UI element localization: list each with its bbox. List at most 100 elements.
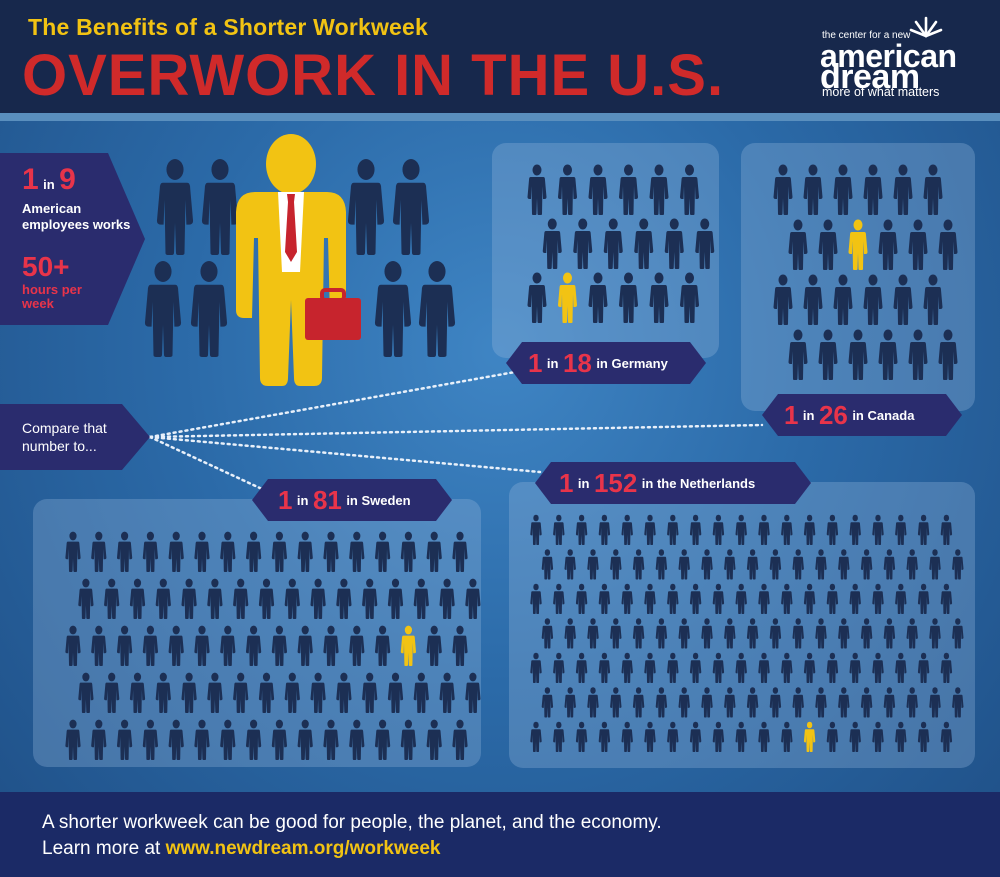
netherlands-person-67 bbox=[769, 618, 782, 649]
us-person-6 bbox=[374, 261, 412, 357]
sweden-person-30 bbox=[439, 578, 455, 619]
canada-person-4 bbox=[893, 164, 913, 215]
netherlands-person-8 bbox=[712, 514, 725, 545]
canada-number: 26 bbox=[818, 399, 848, 430]
us-stat-hours-number: 50+ bbox=[22, 251, 70, 282]
canada-person-8 bbox=[848, 219, 868, 270]
netherlands-person-32 bbox=[838, 549, 850, 580]
sweden-person-60 bbox=[387, 672, 404, 713]
netherlands-person-83 bbox=[689, 652, 702, 683]
sweden-person-74 bbox=[323, 719, 339, 760]
sweden-person-42 bbox=[323, 625, 339, 666]
netherlands-person-47 bbox=[735, 583, 747, 614]
netherlands-person-131 bbox=[917, 721, 930, 752]
netherlands-person-1 bbox=[553, 514, 565, 545]
netherlands-person-126 bbox=[803, 721, 816, 752]
netherlands-person-122 bbox=[712, 721, 725, 752]
netherlands-person-26 bbox=[701, 549, 713, 580]
germany-label: in Germany bbox=[596, 355, 668, 371]
netherlands-person-75 bbox=[952, 618, 964, 649]
us-person-1 bbox=[201, 159, 239, 255]
sweden-person-19 bbox=[155, 578, 171, 619]
footer-link[interactable]: www.newdream.org/workweek bbox=[165, 838, 441, 859]
netherlands-person-104 bbox=[746, 687, 759, 718]
germany-person-5 bbox=[680, 164, 699, 215]
sweden-person-67 bbox=[142, 719, 158, 760]
netherlands-person-105 bbox=[769, 687, 782, 718]
logo-top-line: the center for a new bbox=[822, 30, 911, 41]
sweden-person-79 bbox=[452, 719, 468, 760]
sweden-person-63 bbox=[465, 672, 481, 713]
netherlands-person-59 bbox=[587, 618, 599, 649]
canada-person-6 bbox=[788, 219, 808, 270]
netherlands-number: 152 bbox=[593, 467, 638, 498]
netherlands-person-121 bbox=[689, 721, 702, 752]
netherlands-person-45 bbox=[689, 583, 702, 614]
canada-person-2 bbox=[833, 164, 853, 215]
sweden-person-3 bbox=[142, 531, 158, 572]
sweden-person-72 bbox=[271, 719, 287, 760]
netherlands-person-109 bbox=[860, 687, 873, 718]
netherlands-person-38 bbox=[530, 583, 542, 614]
netherlands-person-27 bbox=[724, 549, 736, 580]
sweden-person-44 bbox=[375, 625, 391, 666]
netherlands-person-78 bbox=[575, 652, 588, 683]
netherlands-person-113 bbox=[952, 687, 964, 718]
sweden-person-8 bbox=[271, 531, 287, 572]
sweden-person-1 bbox=[91, 531, 107, 572]
netherlands-person-91 bbox=[872, 652, 884, 683]
sweden-person-25 bbox=[310, 578, 326, 619]
connector-line-0 bbox=[148, 370, 517, 439]
netherlands-person-88 bbox=[803, 652, 816, 683]
netherlands-person-57 bbox=[541, 618, 554, 649]
netherlands-badge: 1 in 152 in the Netherlands bbox=[535, 462, 811, 504]
germany-person-9 bbox=[634, 218, 654, 269]
netherlands-person-4 bbox=[621, 514, 633, 545]
netherlands-person-89 bbox=[826, 652, 839, 683]
netherlands-person-70 bbox=[838, 618, 850, 649]
footer-message: A shorter workweek can be good for peopl… bbox=[42, 812, 662, 833]
us-person-5 bbox=[190, 261, 228, 357]
canada-person-0 bbox=[773, 164, 793, 215]
sweden-person-41 bbox=[297, 625, 313, 666]
netherlands-person-12 bbox=[803, 514, 816, 545]
netherlands-person-108 bbox=[838, 687, 850, 718]
canada-person-5 bbox=[923, 164, 943, 215]
sweden-person-11 bbox=[349, 531, 365, 572]
us-ratio-in: in bbox=[43, 177, 55, 192]
netherlands-person-116 bbox=[575, 721, 588, 752]
germany-person-13 bbox=[558, 272, 577, 323]
netherlands-person-18 bbox=[940, 514, 953, 545]
compare-text: Compare that number to... bbox=[22, 420, 107, 454]
sweden-person-10 bbox=[323, 531, 339, 572]
netherlands-person-117 bbox=[598, 721, 611, 752]
netherlands-person-102 bbox=[701, 687, 713, 718]
netherlands-person-53 bbox=[872, 583, 884, 614]
germany-person-10 bbox=[664, 218, 684, 269]
germany-person-17 bbox=[680, 272, 699, 323]
canada-badge: 1 in 26 in Canada bbox=[762, 394, 962, 436]
netherlands-person-5 bbox=[644, 514, 656, 545]
netherlands-person-129 bbox=[872, 721, 884, 752]
netherlands-person-2 bbox=[575, 514, 588, 545]
sweden-person-73 bbox=[297, 719, 313, 760]
netherlands-person-15 bbox=[872, 514, 884, 545]
sweden-person-75 bbox=[349, 719, 365, 760]
netherlands-person-17 bbox=[917, 514, 930, 545]
sweden-person-6 bbox=[220, 531, 236, 572]
netherlands-person-31 bbox=[815, 549, 827, 580]
germany-person-12 bbox=[527, 272, 547, 323]
us-person-3 bbox=[392, 159, 430, 255]
sweden-person-34 bbox=[117, 625, 133, 666]
canada-one: 1 bbox=[784, 399, 799, 430]
netherlands-person-85 bbox=[735, 652, 747, 683]
sweden-person-20 bbox=[181, 578, 197, 619]
netherlands-person-69 bbox=[815, 618, 827, 649]
netherlands-person-40 bbox=[575, 583, 588, 614]
netherlands-person-66 bbox=[746, 618, 759, 649]
netherlands-person-118 bbox=[621, 721, 633, 752]
germany-person-15 bbox=[619, 272, 638, 323]
netherlands-person-3 bbox=[598, 514, 611, 545]
sweden-person-59 bbox=[362, 672, 378, 713]
germany-person-16 bbox=[649, 272, 669, 323]
